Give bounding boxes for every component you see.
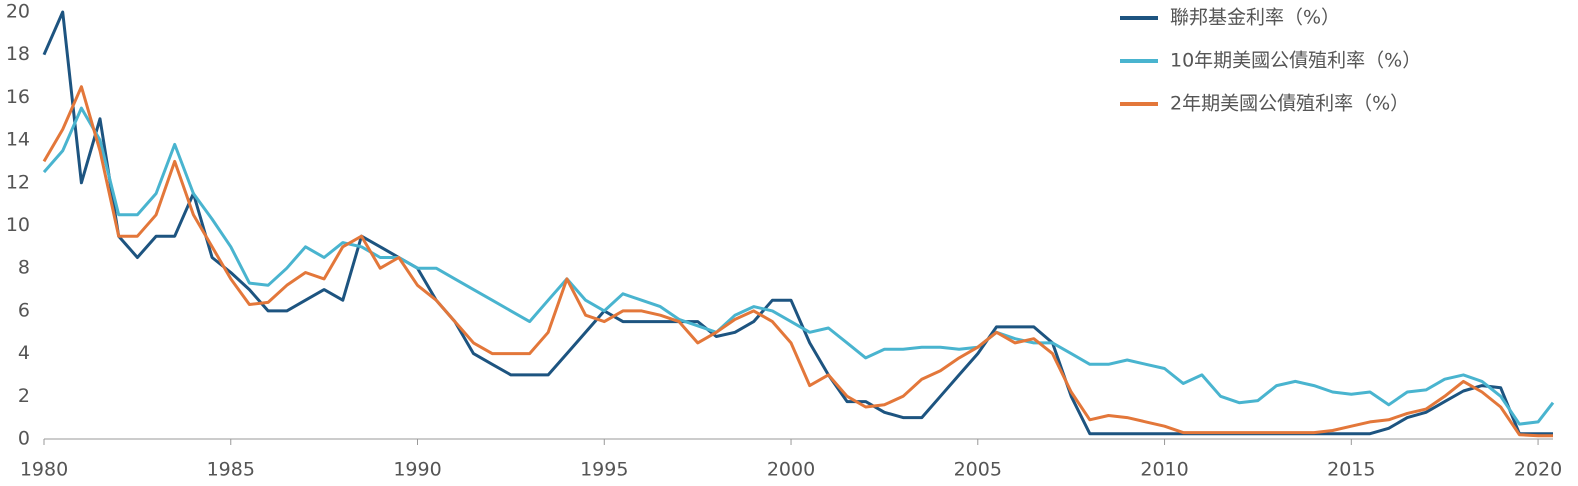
series-line xyxy=(42,106,1555,426)
y-tick-label: 2 xyxy=(18,385,30,407)
y-tick-label: 8 xyxy=(18,257,30,279)
x-tick-label: 1995 xyxy=(580,459,628,481)
legend-label: 聯邦基金利率（%） xyxy=(1170,7,1340,29)
y-tick-label: 10 xyxy=(6,214,30,236)
series-line xyxy=(42,85,1553,438)
x-tick-label: 1990 xyxy=(393,459,441,481)
x-tick-label: 1985 xyxy=(207,459,255,481)
y-tick-label: 14 xyxy=(6,129,30,151)
legend-label: 10年期美國公債殖利率（%） xyxy=(1170,50,1421,72)
x-tick-label: 2020 xyxy=(1514,459,1562,481)
x-tick-label: 2010 xyxy=(1140,459,1188,481)
y-tick-label: 4 xyxy=(18,342,30,364)
y-tick-label: 18 xyxy=(6,43,30,65)
y-tick-label: 6 xyxy=(18,299,30,321)
x-tick-label: 2015 xyxy=(1327,459,1375,481)
x-tick-label: 2000 xyxy=(767,459,815,481)
x-tick-label: 1980 xyxy=(20,459,68,481)
y-tick-label: 0 xyxy=(18,428,30,450)
series-line xyxy=(42,10,1553,436)
y-tick-label: 16 xyxy=(6,86,30,108)
y-tick-label: 12 xyxy=(6,171,30,193)
y-tick-label: 20 xyxy=(6,1,30,23)
legend-label: 2年期美國公債殖利率（%） xyxy=(1170,93,1409,115)
x-tick-label: 2005 xyxy=(954,459,1002,481)
